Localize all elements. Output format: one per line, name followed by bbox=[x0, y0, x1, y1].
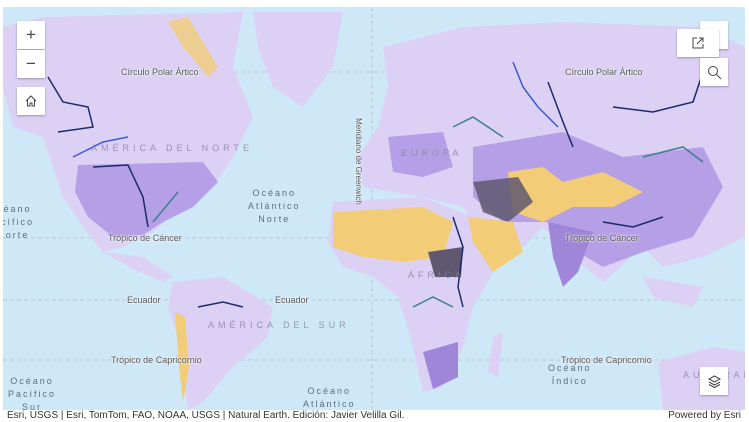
high-india bbox=[548, 222, 593, 287]
veryhigh-sahel bbox=[428, 247, 463, 277]
arid-arabia bbox=[468, 217, 523, 272]
land-central-america bbox=[103, 252, 173, 282]
ocean-label-indian: Océano Índico bbox=[548, 363, 592, 386]
arid-sahara bbox=[333, 207, 453, 262]
map-view[interactable]: Círculo Polar Ártico Círculo Polar Ártic… bbox=[3, 7, 745, 410]
land-madagascar bbox=[488, 332, 503, 377]
arctic-circle-label-right: Círculo Polar Ártico bbox=[565, 67, 643, 77]
arctic-circle-label-left: Círculo Polar Ártico bbox=[121, 67, 199, 77]
land-greenland bbox=[253, 12, 343, 107]
tropic-capricorn-label-left: Trópico de Capricornio bbox=[111, 355, 202, 365]
zoom-out-button[interactable]: − bbox=[17, 50, 45, 78]
layers-button[interactable] bbox=[700, 367, 728, 395]
tropic-cancer-label-right: Trópico de Cáncer bbox=[565, 233, 639, 243]
ocean-label-south-pacific: Océano Pacífico Sur bbox=[8, 376, 57, 410]
home-icon bbox=[25, 95, 37, 107]
tropic-cancer-label-left: Trópico de Cáncer bbox=[108, 233, 182, 243]
home-button[interactable] bbox=[17, 87, 45, 115]
continent-label-africa: ÁFRICA bbox=[408, 270, 466, 280]
ocean-label-north-pacific: éano cífico orte bbox=[3, 204, 35, 240]
arid-asia bbox=[508, 167, 643, 222]
external-link-icon bbox=[692, 37, 704, 49]
arid-andes bbox=[175, 312, 189, 402]
high-south-africa bbox=[423, 342, 458, 389]
map-canvas bbox=[3, 7, 745, 410]
veryhigh-middle-east bbox=[473, 177, 533, 222]
ocean-label-north-atlantic: Océano Atlántico Norte bbox=[248, 188, 301, 224]
arid-arctic bbox=[168, 17, 218, 77]
open-external-button[interactable] bbox=[677, 29, 719, 57]
attribution-bar: Esri, USGS | Esri, TomTom, FAO, NOAA, US… bbox=[0, 410, 749, 422]
continent-label-north-america: AMÉRICA DEL NORTE bbox=[91, 143, 254, 153]
land-south-america bbox=[168, 277, 273, 410]
search-button[interactable] bbox=[700, 58, 728, 86]
high-europe bbox=[388, 132, 453, 177]
search-icon bbox=[707, 65, 721, 79]
equator-label-left: Ecuador bbox=[127, 295, 161, 305]
land-se-asia bbox=[643, 277, 703, 307]
high-usa bbox=[75, 162, 218, 237]
layers-icon bbox=[707, 374, 721, 388]
equator-label-right: Ecuador bbox=[275, 295, 309, 305]
zoom-in-button[interactable]: + bbox=[17, 21, 45, 49]
tropic-capricorn-label-right: Trópico de Capricornio bbox=[561, 355, 652, 365]
powered-by-esri-link[interactable]: Powered by Esri bbox=[668, 410, 741, 421]
greenwich-label: Meridiano de Greenwich bbox=[353, 118, 363, 205]
continent-label-europe: EUROPA bbox=[401, 148, 463, 158]
ocean-label-south-atlantic: Océano Atlántico bbox=[303, 386, 356, 409]
rivers bbox=[47, 61, 704, 308]
attribution-sources[interactable]: Esri, USGS | Esri, TomTom, FAO, NOAA, US… bbox=[7, 410, 405, 421]
continent-label-south-america: AMÉRICA DEL SUR bbox=[208, 320, 350, 330]
